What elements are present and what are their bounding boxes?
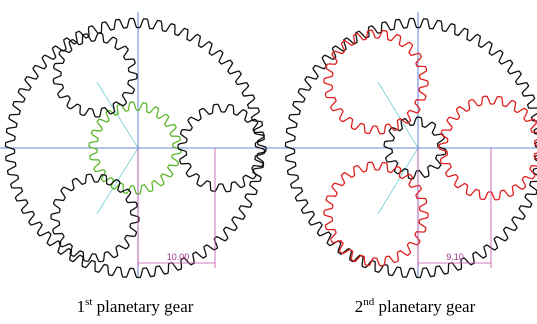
caption-ordinal: 2: [355, 297, 364, 316]
caption-suffix: nd: [363, 296, 375, 308]
gear: [324, 162, 428, 266]
dimension-label: 10.00: [167, 252, 190, 262]
caption: 2nd planetary gear: [355, 296, 476, 316]
center-line: [378, 82, 418, 148]
caption: 1st planetary gear: [77, 296, 194, 316]
caption-text: planetary gear: [92, 297, 193, 316]
gear: [324, 30, 428, 134]
gear: [51, 174, 139, 261]
caption-ordinal: 1: [77, 297, 86, 316]
caption-suffix: st: [85, 296, 92, 308]
dimension-label: 9.10: [446, 252, 464, 262]
diagram: 10.00 9.10 1st planetary gear 2nd planet…: [0, 0, 537, 324]
center-line: [378, 148, 418, 214]
caption-text: planetary gear: [374, 297, 475, 316]
